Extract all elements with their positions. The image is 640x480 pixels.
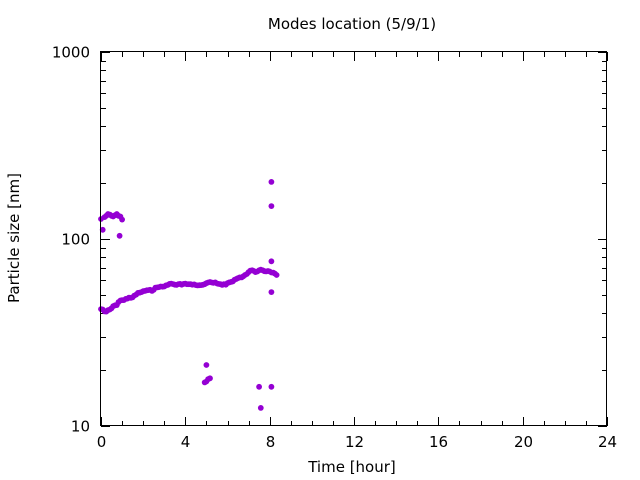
y-tick-label: 10 (71, 418, 90, 436)
data-point (268, 258, 275, 265)
data-point (116, 232, 123, 239)
plot-area-border (100, 51, 607, 426)
x-axis-label: Time [hour] (307, 458, 396, 476)
x-tick-label: 4 (181, 433, 191, 451)
chart-title: Modes location (5/9/1) (268, 15, 436, 33)
data-point (268, 383, 275, 390)
data-point (257, 405, 264, 411)
data-point (268, 203, 275, 210)
x-tick-label: 12 (345, 433, 364, 451)
x-tick-label: 8 (266, 433, 276, 451)
x-tick-label: 24 (598, 433, 617, 451)
data-point (273, 272, 280, 278)
y-tick-label: 100 (61, 231, 90, 249)
data-point (256, 383, 262, 390)
y-axis-ticks: 10 100 1000 (52, 44, 607, 436)
series-points (98, 179, 280, 411)
x-tick-label: 0 (97, 433, 107, 451)
y-axis-label: Particle size [nm] (5, 173, 23, 303)
y-tick-label: 1000 (52, 44, 90, 62)
x-axis-ticks: 0 4 8 12 16 20 24 (97, 52, 617, 451)
x-tick-label: 16 (429, 433, 448, 451)
data-point (268, 179, 275, 185)
data-point (207, 375, 213, 382)
data-point (99, 226, 106, 233)
data-point (119, 216, 125, 223)
data-point (203, 362, 210, 368)
x-tick-label: 20 (514, 433, 533, 451)
data-point (268, 289, 275, 295)
